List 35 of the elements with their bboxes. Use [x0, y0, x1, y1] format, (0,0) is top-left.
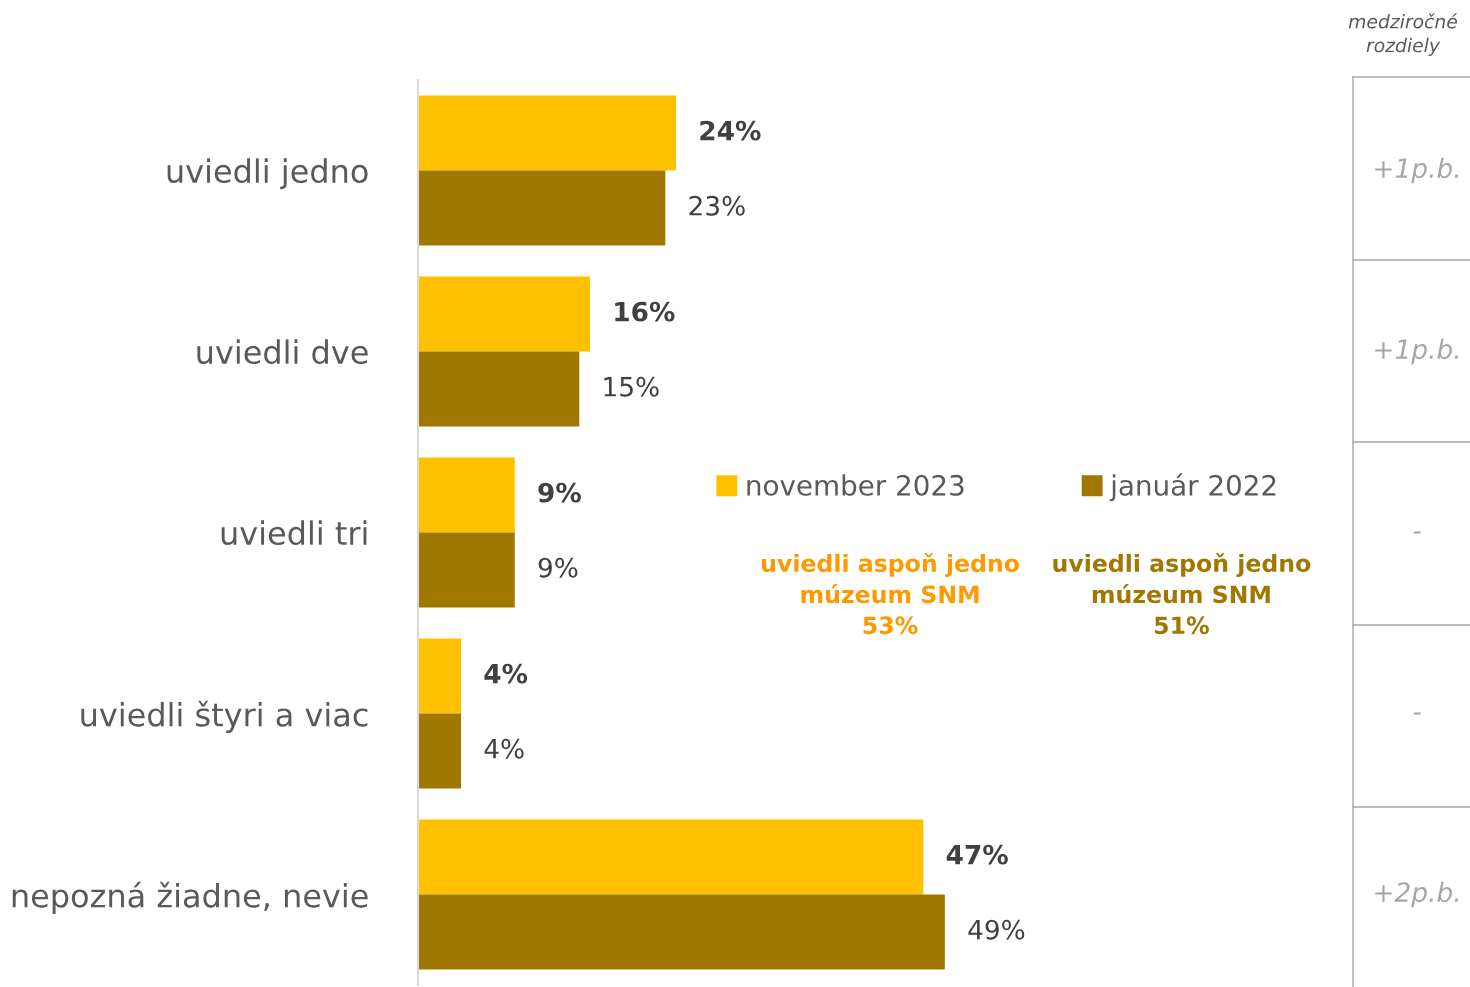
data-label: 16% — [615, 301, 675, 322]
data-label: 49% — [968, 919, 1025, 940]
data-label: 24% — [700, 120, 761, 141]
text: +2p.b. — [1375, 881, 1459, 908]
y-tick-label: uviedli dve — [197, 339, 368, 365]
text: - — [1413, 712, 1421, 715]
y-tick-label: uviedli jedno — [167, 158, 368, 190]
bar — [418, 457, 515, 533]
legend-label: január 2022 — [1109, 473, 1276, 502]
data-label: 4% — [484, 738, 524, 759]
text: - — [1413, 531, 1421, 534]
bar — [418, 95, 677, 171]
data-label: 15% — [604, 376, 659, 397]
annotation: uviedli aspoň jedno múzeum SNM 53% — [762, 552, 1019, 635]
bar — [418, 894, 945, 970]
data-label: 23% — [689, 195, 745, 216]
text: +1p.b. — [1375, 338, 1459, 365]
legend-label: november 2023 — [747, 474, 964, 496]
bar — [418, 276, 591, 352]
bar — [418, 532, 515, 608]
text: uviedli aspoň jedno múzeum SNM 51% — [1053, 552, 1311, 635]
y-tick-label: nepozná žiadne, nevie — [12, 881, 368, 914]
bar — [418, 351, 580, 427]
data-label: 4% — [484, 663, 528, 684]
bar — [418, 170, 666, 246]
y-tick-label: uviedli štyri a viac — [81, 700, 368, 733]
text: medziročné rozdiely — [1348, 13, 1458, 56]
bar — [418, 819, 924, 895]
data-label: 47% — [946, 844, 1008, 865]
y-tick-label: uviedli tri — [221, 520, 367, 546]
text: +1p.b. — [1375, 157, 1459, 184]
data-label: 9% — [538, 557, 578, 578]
bar — [418, 638, 462, 714]
bar — [418, 713, 462, 789]
data-label: 9% — [538, 482, 581, 503]
